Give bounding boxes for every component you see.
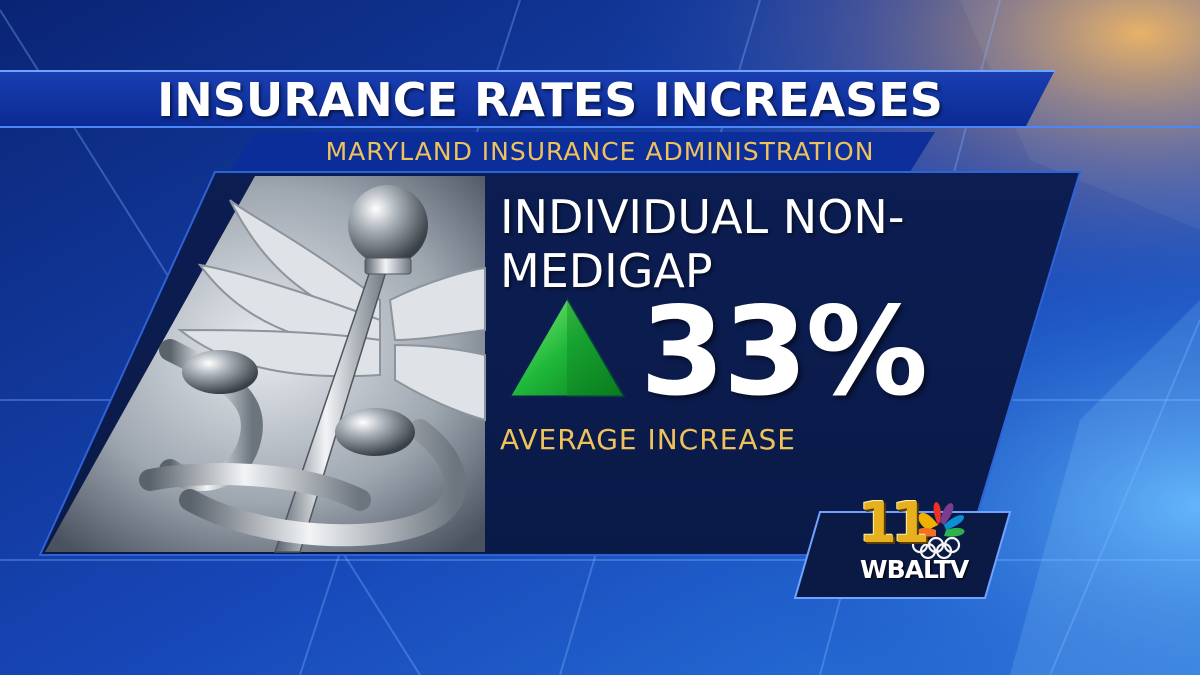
station-number: 11 — [858, 491, 930, 556]
stat-label: INDIVIDUAL NON- MEDIGAP — [500, 190, 1060, 298]
stat-label-line2: MEDIGAP — [500, 244, 713, 298]
graphic-subtitle: MARYLAND INSURANCE ADMINISTRATION — [325, 137, 875, 166]
stat-label-line1: INDIVIDUAL NON- — [500, 190, 905, 244]
olympic-rings-icon — [911, 536, 961, 560]
stat-value: 33% — [640, 281, 928, 423]
station-name: WBALTV — [860, 555, 969, 584]
nbc-peacock-icon — [917, 502, 965, 537]
graphic-title: INSURANCE RATES INCREASES — [157, 73, 943, 127]
stat-caption: AVERAGE INCREASE — [500, 423, 796, 456]
caduceus-image — [45, 176, 486, 553]
up-triangle-icon — [506, 294, 628, 399]
